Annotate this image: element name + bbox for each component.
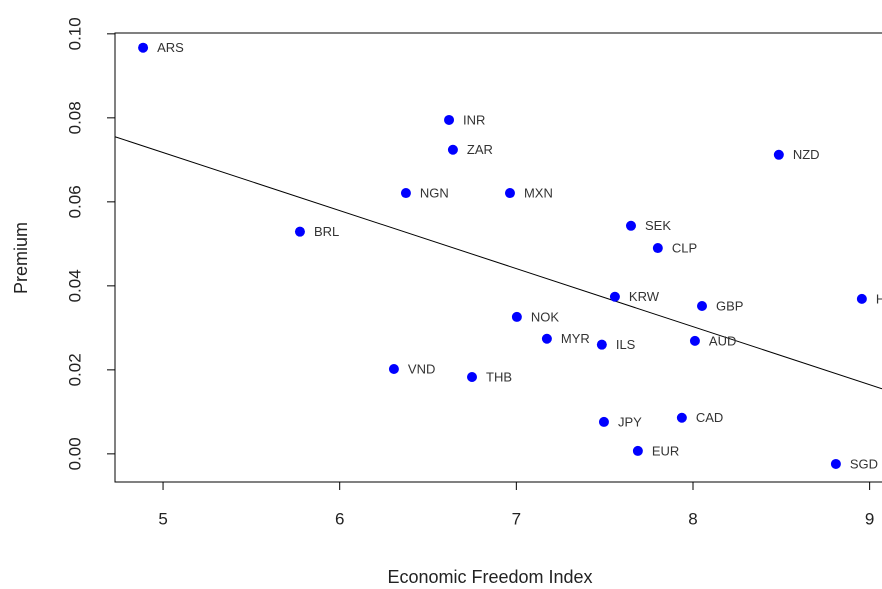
point-label: NOK: [531, 309, 560, 324]
point: [444, 114, 455, 125]
point: [511, 311, 522, 322]
y-tick-label: 0.04: [65, 269, 84, 302]
point-label: CLP: [672, 240, 697, 255]
point-label: SEK: [645, 218, 671, 233]
point-label: EUR: [652, 443, 679, 458]
point-label: VND: [408, 361, 435, 376]
point-label: ILS: [616, 337, 636, 352]
point-label: BRL: [314, 224, 339, 239]
point-label: ARS: [157, 40, 184, 55]
y-tick-label: 0.02: [65, 353, 84, 386]
point: [625, 220, 636, 231]
point: [632, 445, 643, 456]
point: [773, 149, 784, 160]
point-label: GBP: [716, 298, 743, 313]
point-label: INR: [463, 112, 485, 127]
y-axis-title: Premium: [11, 222, 31, 294]
point: [294, 226, 305, 237]
y-tick-label: 0.08: [65, 101, 84, 134]
point: [830, 458, 841, 469]
point: [467, 371, 478, 382]
x-tick-label: 7: [512, 509, 521, 528]
point-label: H: [876, 291, 882, 306]
point: [696, 301, 707, 312]
point: [541, 333, 552, 344]
point-label: SGD: [850, 456, 878, 471]
y-tick-label: 0.00: [65, 437, 84, 470]
point-label: AUD: [709, 333, 736, 348]
fit-line: [114, 136, 882, 390]
x-tick-label: 6: [335, 509, 344, 528]
point-label: THB: [486, 369, 512, 384]
point-label: NGN: [420, 185, 449, 200]
point: [447, 144, 458, 155]
point-label: MXN: [524, 185, 553, 200]
point: [400, 188, 411, 199]
x-tick-label: 5: [158, 509, 167, 528]
point: [689, 335, 700, 346]
point: [856, 293, 867, 304]
x-axis-title: Economic Freedom Index: [387, 567, 592, 587]
point: [676, 412, 687, 423]
point: [138, 42, 149, 53]
point: [598, 416, 609, 427]
y-tick-label: 0.06: [65, 185, 84, 218]
point-label: JPY: [618, 414, 642, 429]
point: [504, 188, 515, 199]
point: [652, 243, 663, 254]
point: [596, 339, 607, 350]
y-tick-label: 0.10: [65, 17, 84, 50]
point-label: ZAR: [467, 142, 493, 157]
point-label: CAD: [696, 410, 723, 425]
point: [609, 291, 620, 302]
plot-frame: [114, 32, 882, 483]
point-label: KRW: [629, 289, 660, 304]
point-label: MYR: [561, 331, 590, 346]
point-label: NZD: [793, 147, 820, 162]
x-tick-label: 8: [688, 509, 697, 528]
x-tick-label: 9: [865, 509, 874, 528]
point: [388, 364, 399, 375]
